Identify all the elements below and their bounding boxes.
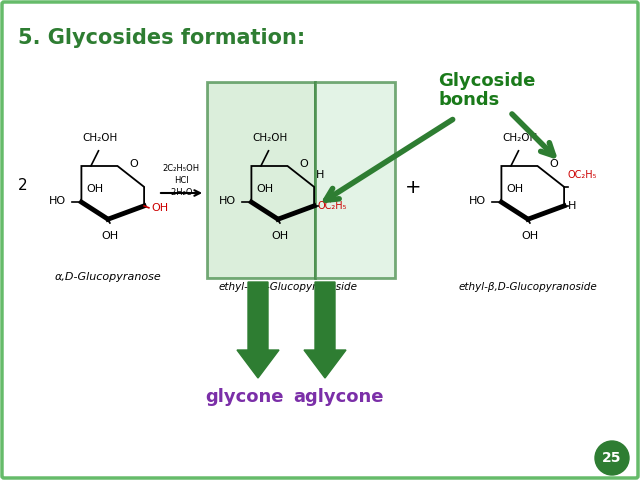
Text: OC₂H₅: OC₂H₅	[318, 201, 348, 211]
Text: ethyl-α,D-Glucopyranoside: ethyl-α,D-Glucopyranoside	[218, 282, 358, 292]
Text: -2H₂O: -2H₂O	[169, 188, 193, 197]
Text: HCl: HCl	[173, 176, 188, 185]
Text: OH: OH	[256, 184, 273, 194]
Text: H: H	[568, 201, 576, 211]
Text: OH: OH	[522, 230, 538, 240]
Text: OH: OH	[101, 230, 118, 240]
Circle shape	[595, 441, 629, 475]
Text: +: +	[404, 178, 421, 197]
Text: HO: HO	[49, 196, 66, 206]
Text: O: O	[299, 159, 308, 169]
Text: glycone: glycone	[205, 388, 284, 406]
Text: O: O	[129, 159, 138, 169]
Text: OH: OH	[506, 184, 524, 194]
Bar	[315, 82, 395, 278]
Text: α,D-Glucopyranose: α,D-Glucopyranose	[54, 272, 161, 282]
Polygon shape	[237, 282, 279, 378]
Bar	[207, 82, 315, 278]
Text: 2: 2	[18, 178, 28, 193]
Text: CH₂OH: CH₂OH	[503, 133, 538, 143]
Text: OH: OH	[271, 230, 289, 240]
Text: ethyl-β,D-Glucopyranoside: ethyl-β,D-Glucopyranoside	[459, 282, 597, 292]
Text: H: H	[316, 170, 324, 180]
Text: aglycone: aglycone	[292, 388, 383, 406]
Text: CH₂OH: CH₂OH	[83, 133, 118, 143]
Text: HO: HO	[469, 196, 486, 206]
Text: CH₂OH: CH₂OH	[253, 133, 288, 143]
Text: O: O	[549, 159, 557, 169]
Text: Glycoside
bonds: Glycoside bonds	[438, 72, 536, 109]
Text: 5. Glycosides formation:: 5. Glycosides formation:	[18, 28, 305, 48]
Text: 2C₂H₅OH: 2C₂H₅OH	[163, 164, 200, 173]
Text: OH: OH	[152, 203, 169, 213]
Text: OC₂H₅: OC₂H₅	[568, 170, 597, 180]
Text: 25: 25	[602, 451, 621, 465]
Text: OH: OH	[86, 184, 103, 194]
Text: HO: HO	[219, 196, 236, 206]
Polygon shape	[304, 282, 346, 378]
